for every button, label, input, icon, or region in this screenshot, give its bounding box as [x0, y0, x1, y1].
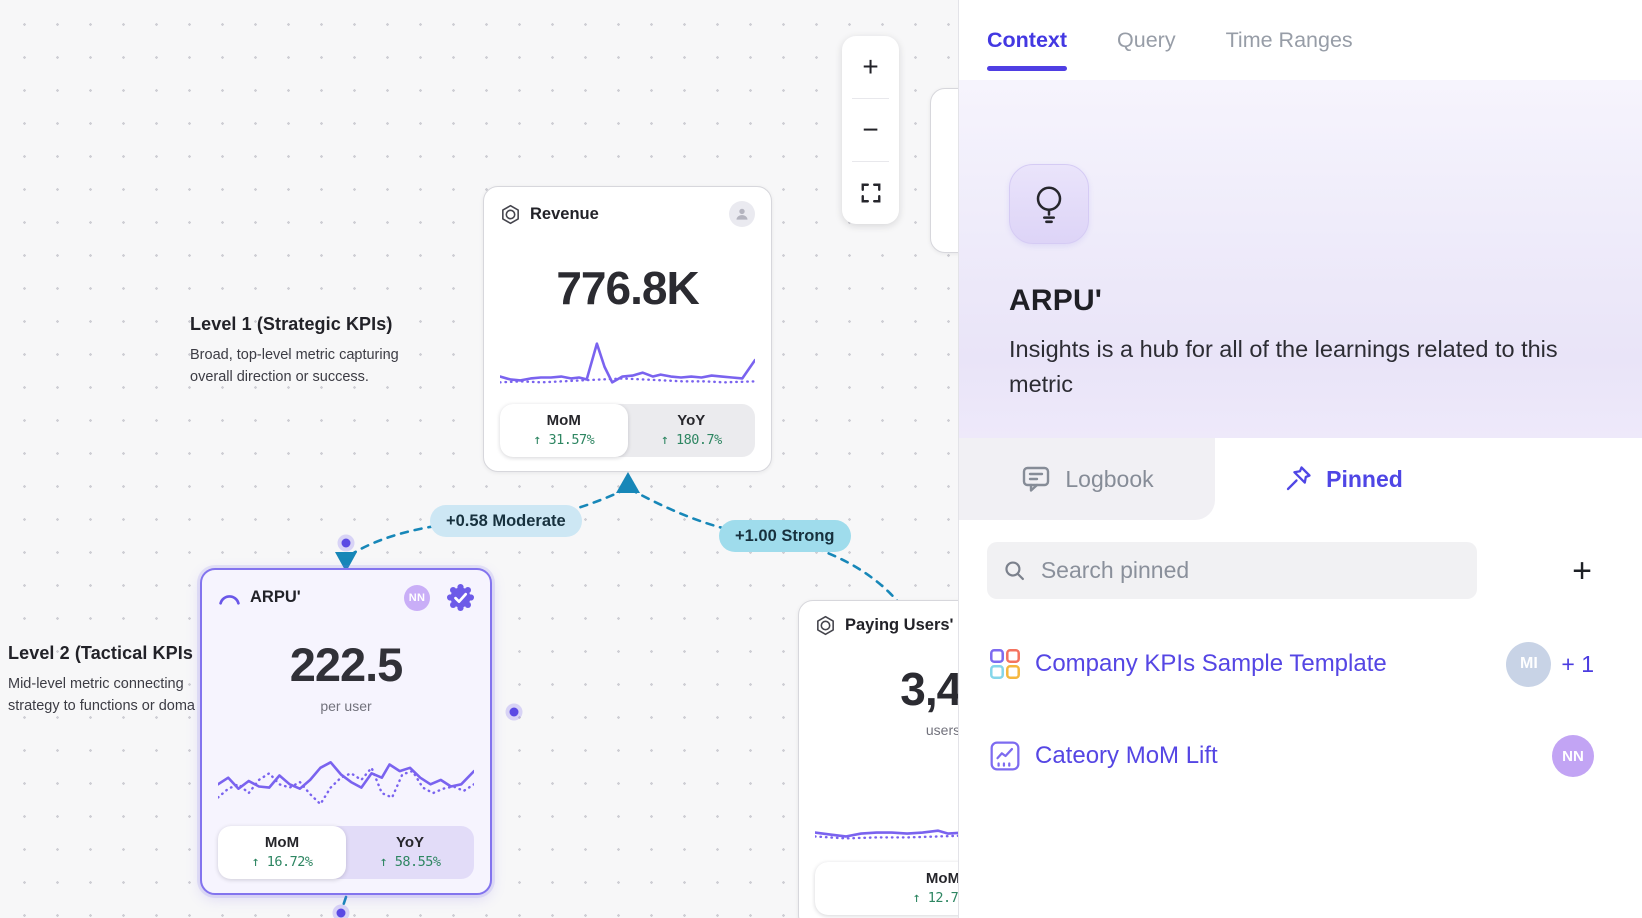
avatar[interactable]: MI: [1506, 641, 1552, 687]
divider: [852, 98, 889, 99]
card-title: Revenue: [530, 204, 599, 223]
fit-view-button[interactable]: [842, 162, 899, 224]
tab-context[interactable]: Context: [985, 2, 1069, 79]
search-pinned-input[interactable]: [1040, 557, 1461, 584]
hexagon-metric-icon: [502, 204, 519, 224]
pinned-item-label: Company KPIs Sample Template: [1035, 650, 1387, 677]
level-1-desc-line2: overall direction or success.: [190, 368, 369, 385]
edge-label-strong[interactable]: +1.00 Strong: [719, 520, 851, 552]
metric-tree-canvas[interactable]: + − Level 1 (Strategic KPIs) Broad, top-…: [0, 0, 958, 918]
subtab-label: Logbook: [1065, 465, 1154, 492]
sidebar-subtabs: Logbook Pinned: [959, 438, 1642, 520]
zoom-in-button[interactable]: +: [862, 51, 879, 82]
metric-value: 776.8K: [556, 262, 699, 314]
hexagon-metric-icon: [817, 615, 834, 636]
mom-stat[interactable]: MoM ↑ 12.72%: [815, 862, 958, 915]
level-1-title: Level 1 (Strategic KPIs): [190, 314, 393, 334]
sparkline-chart: [218, 748, 474, 814]
tab-time-ranges[interactable]: Time Ranges: [1225, 27, 1353, 52]
metric-card-paying-users[interactable]: Paying Users' 3,49 users MoM ↑ 12.72%: [798, 600, 958, 918]
metric-value: 222.5: [289, 638, 404, 691]
search-box[interactable]: [987, 542, 1477, 599]
pinned-item-template[interactable]: Company KPIs Sample Template MI + 1: [959, 639, 1642, 689]
mom-stat[interactable]: MoM ↑ 16.72%: [218, 826, 346, 879]
handle-dot: [509, 707, 519, 717]
pinned-search-row: +: [987, 542, 1614, 599]
handle-dot: [336, 908, 346, 918]
yoy-label: YoY: [395, 834, 425, 851]
canvas-zoom-controls: + −: [842, 36, 899, 224]
subtab-logbook[interactable]: Logbook: [959, 438, 1215, 520]
metric-description: Insights is a hub for all of the learnin…: [1009, 336, 1558, 398]
yoy-stat[interactable]: YoY ↑ 58.55%: [346, 826, 474, 879]
yoy-stat[interactable]: YoY ↑ 180.7%: [628, 404, 756, 457]
metric-card-arpu[interactable]: ARPU' NN 222.5 per user MoM ↑ 1: [200, 568, 492, 895]
sidebar-tabbar: Context Query Time Ranges: [959, 0, 1642, 80]
stat-toggle: MoM ↑ 12.72%: [815, 862, 958, 915]
insights-tile: [1009, 164, 1089, 244]
search-icon: [1005, 560, 1024, 580]
correlation-edges: [332, 472, 908, 918]
grid-icon: [990, 649, 1020, 679]
sparkline-chart: [500, 334, 755, 392]
card-title: Paying Users': [845, 616, 954, 634]
zoom-out-button[interactable]: −: [862, 114, 879, 145]
owner-avatar[interactable]: [729, 201, 755, 227]
person-icon: [736, 208, 748, 220]
avatar[interactable]: NN: [1552, 735, 1594, 777]
level-2-desc-line1: Mid-level metric connecting: [8, 676, 184, 692]
mom-label: MoM: [264, 834, 300, 851]
chart-icon: [990, 741, 1020, 771]
mom-stat[interactable]: MoM ↑ 31.57%: [500, 404, 628, 457]
sparkline-chart: [815, 792, 958, 850]
fullscreen-icon: [861, 183, 880, 203]
stat-toggle: MoM ↑ 31.57% YoY ↑ 180.7%: [500, 404, 755, 457]
pinned-list: Company KPIs Sample Template MI + 1 Cate…: [959, 639, 1642, 781]
mom-value: ↑ 12.72%: [912, 890, 958, 906]
level-2-annotation: Level 2 (Tactical KPIs Mid-level metric …: [8, 643, 238, 718]
metric-unit: per user: [320, 698, 372, 714]
mom-label: MoM: [925, 870, 958, 887]
extra-collaborators: + 1: [1561, 650, 1594, 677]
verified-check-icon: [447, 584, 474, 611]
yoy-label: YoY: [677, 412, 706, 429]
pinned-item-label: Cateory MoM Lift: [1035, 742, 1218, 769]
yoy-value: ↑ 180.7%: [660, 432, 723, 448]
subtab-pinned[interactable]: Pinned: [1215, 438, 1471, 520]
arc-metric-icon: [219, 595, 240, 605]
mom-value: ↑ 31.57%: [533, 432, 595, 448]
comment-icon: [1023, 466, 1050, 492]
tab-query[interactable]: Query: [1117, 27, 1176, 52]
handle-dot: [341, 538, 351, 548]
card-title: ARPU': [250, 588, 301, 606]
subtab-label: Pinned: [1326, 465, 1403, 492]
level-2-title: Level 2 (Tactical KPIs: [8, 643, 193, 663]
level-1-annotation: Level 1 (Strategic KPIs) Broad, top-leve…: [190, 314, 430, 389]
owner-avatar[interactable]: NN: [404, 584, 430, 611]
mom-value: ↑ 16.72%: [251, 854, 313, 870]
level-1-desc-line1: Broad, top-level metric capturing: [190, 347, 399, 363]
pinned-item-chart[interactable]: Cateory MoM Lift NN: [959, 731, 1642, 781]
arrowhead-up-icon: [616, 472, 640, 493]
stat-toggle: MoM ↑ 16.72% YoY ↑ 58.55%: [218, 826, 474, 879]
mom-label: MoM: [546, 412, 581, 429]
metric-card-revenue[interactable]: Revenue 776.8K MoM ↑ 31.57% YoY ↑ 180.7%: [483, 186, 772, 472]
details-sidebar: Context Query Time Ranges ARPU' Insights…: [958, 0, 1642, 918]
metric-name-heading: ARPU': [1009, 284, 1103, 317]
metric-value: 3,49: [900, 663, 958, 715]
lightbulb-icon: [1036, 186, 1062, 224]
level-2-desc-line2: strategy to functions or doma: [8, 697, 195, 714]
pin-icon: [1287, 466, 1311, 491]
add-pinned-button[interactable]: +: [1560, 549, 1604, 593]
metric-context-header: ARPU' Insights is a hub for all of the l…: [959, 80, 1642, 438]
arrowhead-down-icon: [335, 552, 357, 572]
yoy-value: ↑ 58.55%: [379, 854, 441, 870]
edge-label-moderate[interactable]: +0.58 Moderate: [430, 505, 582, 537]
divider: [852, 161, 889, 162]
partially-visible-card[interactable]: [930, 88, 958, 253]
metric-unit: users: [925, 722, 958, 738]
